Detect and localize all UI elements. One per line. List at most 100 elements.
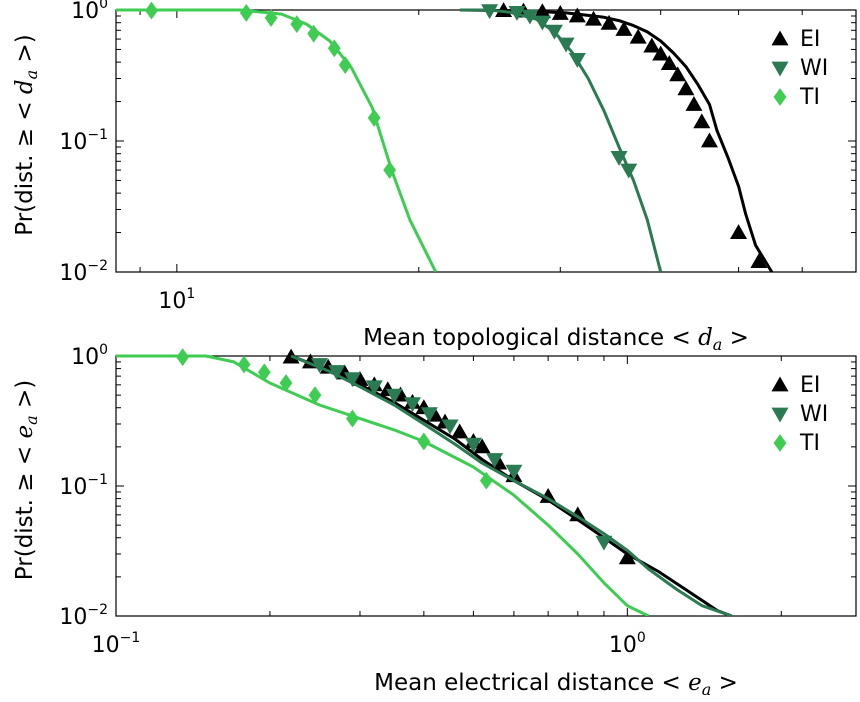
data-point-EI [569,506,587,522]
y-tick-exponent: −2 [87,258,108,274]
data-point-TI [307,24,321,43]
series-line-EI [290,354,733,616]
y-minor-ticks [116,9,856,273]
data-point-WI [310,358,328,374]
data-point-EI [615,20,633,36]
y-tick-label: 100 [71,342,108,370]
legend-entry-WI: WI [771,56,828,81]
data-point-WI [441,419,459,435]
y-tick-exponent: 0 [99,342,108,358]
y-axis-label-gt: >) [12,380,38,416]
y-tick-exponent: −1 [87,127,108,143]
legend-entry-TI: TI [773,85,820,110]
series-line-WI [459,8,663,272]
y-tick-base: 10 [59,130,87,155]
data-point-TI [145,1,158,20]
data-point-EI [533,3,551,19]
legend-entry-EI: EI [771,27,820,52]
legend-marker-EI [771,376,789,392]
y-tick-base: 10 [59,605,87,630]
data-point-EI [600,14,618,30]
data-point-EI [700,132,718,148]
legend-label-TI: TI [799,431,820,456]
data-point-EI [473,438,491,454]
plot-frame [115,9,857,273]
series-line-EI [459,8,774,272]
data-point-TI [479,471,493,490]
legend-entry-EI: EI [771,373,820,398]
data-point-TI [346,409,359,428]
data-point-EI [660,55,678,70]
y-axis-label: Pr(dist. ≥ < ea >) [12,380,41,580]
y-tick-label: 10−1 [59,127,108,155]
y-tick-exponent: −2 [87,602,108,618]
series-EI [282,348,733,616]
data-point-EI [451,423,469,439]
x-tick-base: 10 [158,289,186,314]
series-WI [290,354,733,616]
x-minor-ticks [115,356,782,616]
data-point-WI [620,163,638,179]
data-point-EI [551,5,569,20]
data-point-WI [328,365,346,380]
legend-entry-TI: TI [773,431,820,456]
x-tick-label: 10−1 [92,630,141,658]
x-tick-base: 10 [609,633,637,658]
data-point-EI [351,370,369,386]
data-point-WI [343,372,361,388]
y-axis-label-var: d [12,79,38,94]
data-point-WI [403,397,421,413]
y-tick-base: 10 [59,261,87,286]
data-point-EI [750,253,768,269]
data-point-WI [365,380,383,396]
data-point-EI [685,95,703,111]
x-axis-label-var: d [698,325,713,351]
x-axis-label-sub: a [713,335,723,354]
series-WI [459,4,663,272]
legend-marker-TI [773,434,787,452]
data-point-WI [385,388,403,404]
x-axis-label-text: Mean topological distance [363,325,664,351]
data-point-WI [481,4,499,20]
legend-label-TI: TI [799,85,820,110]
data-point-TI [264,8,278,27]
legend-label-EI: EI [800,373,820,398]
y-axis-label-var: e [12,425,38,439]
data-point-EI [629,28,647,44]
y-axis-label-text: Pr(dist. ≥ [12,128,38,236]
series-line-WI [290,354,733,616]
data-point-EI [669,66,687,82]
data-point-TI [176,348,190,367]
legend-entry-WI: WI [771,402,828,427]
y-tick-base: 10 [59,475,87,500]
data-point-WI [420,407,438,423]
data-point-EI [568,7,586,23]
data-point-WI [533,15,551,31]
data-point-EI [643,37,661,53]
data-point-WI [508,5,526,21]
data-point-TI [257,363,271,382]
data-point-EI [585,10,603,26]
series-TI [116,1,438,272]
data-point-TI [237,355,251,374]
data-point-TI [279,374,293,392]
data-point-WI [521,9,539,25]
data-point-WI [505,464,523,480]
x-axis-label-lt: < [664,325,698,351]
data-point-TI [338,56,352,74]
legend-label-EI: EI [800,27,820,52]
series-TI [116,348,650,616]
data-point-WI [486,453,504,468]
x-minor-ticks [139,10,857,272]
legend-marker-WI [771,407,789,423]
x-axis-label-text: Mean electrical distance [374,670,654,696]
legend-label-WI: WI [800,402,828,427]
data-point-TI [417,432,431,451]
y-axis-label-lt: < [12,439,38,473]
y-tick-base: 10 [71,0,99,24]
y-tick-label: 10−2 [59,258,108,286]
data-point-TI [239,3,253,22]
y-tick-base: 10 [71,345,99,370]
